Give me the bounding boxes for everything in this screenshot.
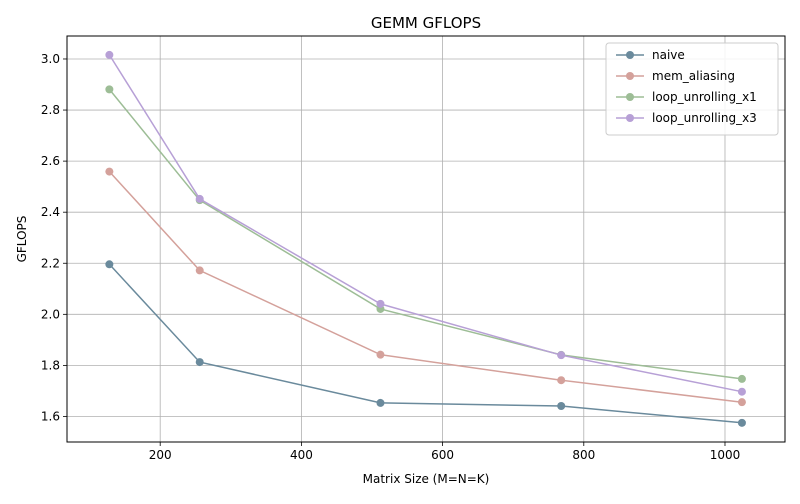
legend-item: loop_unrolling_x3 [616, 111, 757, 125]
y-tick-label: 2.2 [41, 256, 60, 270]
data-point [376, 398, 385, 407]
series-naive [105, 260, 746, 427]
y-tick-label: 1.8 [41, 358, 60, 372]
legend-marker [626, 72, 634, 80]
legend-label: naive [652, 48, 685, 62]
data-point [557, 351, 566, 360]
data-point [105, 50, 114, 59]
y-axis-label: GFLOPS [15, 216, 29, 263]
legend-item: naive [616, 48, 685, 62]
y-tick-label: 1.6 [41, 409, 60, 423]
x-tick-label: 400 [290, 448, 313, 462]
data-point [737, 418, 746, 427]
legend-item: loop_unrolling_x1 [616, 90, 757, 104]
axis-ticks: 200 400 600 800 1000 1.6 1.8 2.0 2.2 2.4 2.6 2.8 3.0 [41, 52, 740, 462]
legend-label: loop_unrolling_x3 [652, 111, 757, 125]
data-point [105, 260, 114, 269]
data-point [195, 358, 204, 367]
x-axis-label: Matrix Size (M=N=K) [363, 472, 490, 486]
data-point [737, 398, 746, 407]
legend-label: mem_aliasing [652, 69, 735, 83]
legend-item: mem_aliasing [616, 69, 735, 83]
y-tick-label: 2.4 [41, 205, 60, 219]
series-mem_aliasing [105, 167, 746, 407]
data-point [737, 387, 746, 396]
series-loop_unrolling_x3 [105, 50, 746, 396]
data-point [376, 350, 385, 359]
data-point [557, 401, 566, 410]
x-tick-label: 1000 [710, 448, 741, 462]
data-point [737, 374, 746, 383]
x-tick-label: 600 [431, 448, 454, 462]
legend: naive mem_aliasing loop_unrolling_x1 loop_u… [605, 42, 779, 136]
y-tick-label: 2.0 [41, 307, 60, 321]
data-point [105, 85, 114, 94]
legend-marker [626, 51, 634, 59]
data-point [557, 376, 566, 385]
legend-box [605, 42, 779, 136]
series-layer [105, 50, 746, 427]
plot-frame [66, 35, 786, 443]
y-tick-label: 3.0 [41, 52, 60, 66]
x-tick-label: 800 [572, 448, 595, 462]
data-point [195, 266, 204, 275]
legend-label: loop_unrolling_x1 [652, 90, 757, 104]
chart-title: GEMM GFLOPS [371, 14, 481, 32]
y-tick-label: 2.8 [41, 103, 60, 117]
data-point [105, 167, 114, 176]
legend-marker [626, 114, 634, 122]
x-tick-label: 200 [149, 448, 172, 462]
series-line [108, 263, 742, 424]
data-point [376, 299, 385, 308]
y-tick-label: 2.6 [41, 154, 60, 168]
legend-marker [626, 93, 634, 101]
data-point [195, 194, 204, 203]
series-line [108, 171, 742, 403]
